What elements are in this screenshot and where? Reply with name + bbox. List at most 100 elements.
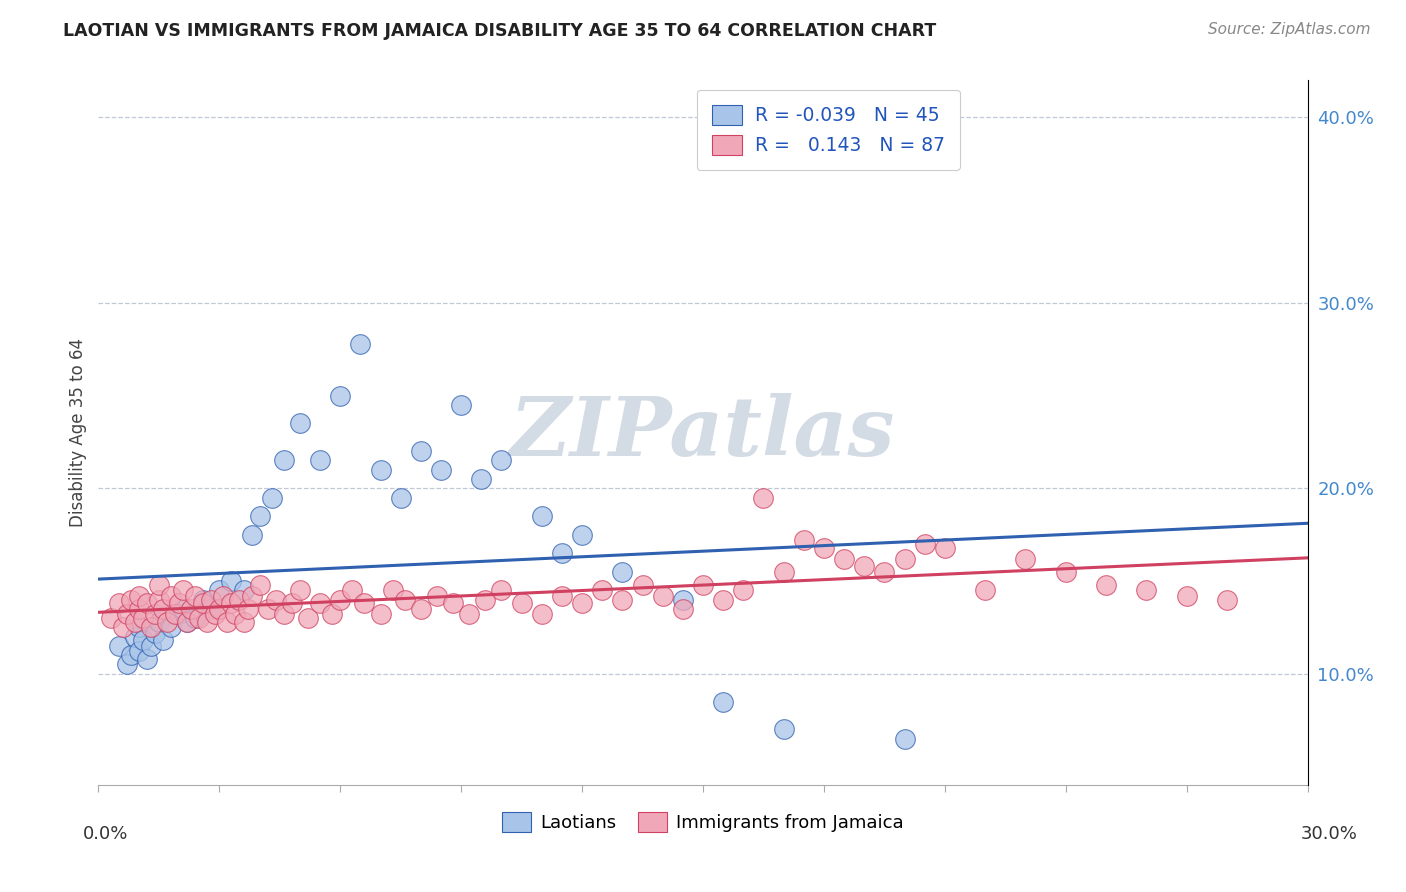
Point: [551, 546, 574, 560]
Point: [163, 607, 186, 622]
Point: [1135, 583, 1157, 598]
Point: [100, 611, 122, 625]
Point: [381, 583, 404, 598]
Point: [934, 541, 956, 555]
Point: [309, 596, 332, 610]
Point: [329, 592, 352, 607]
Point: [813, 541, 835, 555]
Point: [1216, 592, 1239, 607]
Point: [273, 453, 295, 467]
Point: [240, 589, 263, 603]
Point: [128, 601, 150, 615]
Point: [128, 644, 150, 658]
Point: [370, 463, 392, 477]
Point: [232, 583, 254, 598]
Point: [893, 731, 915, 746]
Point: [120, 592, 142, 607]
Point: [510, 596, 533, 610]
Point: [160, 620, 183, 634]
Point: [612, 565, 634, 579]
Point: [273, 607, 295, 622]
Point: [491, 583, 513, 598]
Point: [228, 592, 250, 607]
Point: [160, 589, 183, 603]
Point: [530, 607, 553, 622]
Point: [236, 601, 259, 615]
Point: [793, 533, 815, 548]
Point: [107, 639, 129, 653]
Point: [143, 626, 166, 640]
Point: [692, 577, 714, 591]
Point: [1095, 577, 1118, 591]
Point: [132, 633, 155, 648]
Point: [873, 565, 896, 579]
Point: [409, 601, 432, 615]
Point: [167, 596, 190, 610]
Point: [193, 596, 215, 610]
Point: [470, 472, 492, 486]
Point: [195, 615, 218, 629]
Point: [184, 589, 207, 603]
Point: [329, 388, 352, 402]
Point: [450, 398, 472, 412]
Point: [394, 592, 416, 607]
Point: [409, 444, 432, 458]
Point: [342, 583, 364, 598]
Point: [474, 592, 496, 607]
Point: [232, 615, 254, 629]
Point: [124, 630, 146, 644]
Point: [321, 607, 343, 622]
Point: [224, 607, 246, 622]
Point: [288, 417, 311, 431]
Text: 0.0%: 0.0%: [83, 825, 128, 843]
Point: [571, 527, 593, 541]
Point: [176, 615, 198, 629]
Point: [260, 491, 283, 505]
Point: [107, 596, 129, 610]
Point: [152, 633, 174, 648]
Point: [200, 592, 222, 607]
Point: [240, 527, 263, 541]
Point: [1014, 551, 1036, 566]
Point: [172, 601, 194, 615]
Point: [893, 551, 915, 566]
Point: [111, 620, 134, 634]
Point: [772, 565, 794, 579]
Point: [167, 607, 190, 622]
Y-axis label: Disability Age 35 to 64: Disability Age 35 to 64: [69, 338, 87, 527]
Point: [651, 589, 673, 603]
Point: [752, 491, 775, 505]
Point: [672, 601, 695, 615]
Point: [1175, 589, 1198, 603]
Point: [132, 611, 155, 625]
Point: [148, 592, 170, 607]
Point: [631, 577, 654, 591]
Text: LAOTIAN VS IMMIGRANTS FROM JAMAICA DISABILITY AGE 35 TO 64 CORRELATION CHART: LAOTIAN VS IMMIGRANTS FROM JAMAICA DISAB…: [63, 22, 936, 40]
Point: [128, 620, 150, 634]
Text: ZIPatlas: ZIPatlas: [510, 392, 896, 473]
Point: [249, 509, 271, 524]
Point: [148, 577, 170, 591]
Point: [120, 648, 142, 662]
Point: [184, 611, 207, 625]
Point: [832, 551, 855, 566]
Point: [208, 601, 231, 615]
Point: [217, 615, 239, 629]
Point: [152, 601, 174, 615]
Point: [143, 607, 166, 622]
Point: [591, 583, 613, 598]
Point: [156, 615, 179, 629]
Point: [256, 601, 278, 615]
Point: [430, 463, 453, 477]
Point: [139, 639, 162, 653]
Point: [204, 607, 226, 622]
Point: [193, 592, 215, 607]
Point: [124, 615, 146, 629]
Point: [349, 336, 371, 351]
Point: [426, 589, 449, 603]
Point: [612, 592, 634, 607]
Point: [571, 596, 593, 610]
Point: [188, 611, 211, 625]
Point: [249, 577, 271, 591]
Point: [221, 596, 243, 610]
